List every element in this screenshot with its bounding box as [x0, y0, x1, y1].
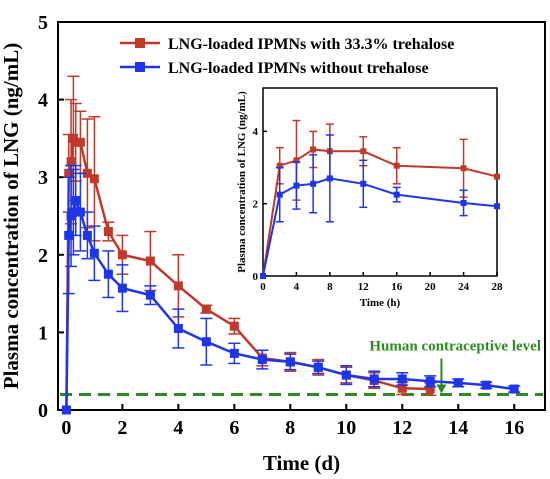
- data-point: [75, 137, 85, 147]
- data-point: [68, 207, 78, 217]
- data-point: [397, 383, 407, 393]
- data-point: [117, 250, 127, 260]
- data-point: [82, 230, 92, 240]
- legend-marker: [135, 38, 145, 48]
- reference-arrow-head: [436, 384, 447, 394]
- y-tick-label: 5: [38, 12, 48, 34]
- data-point: [82, 168, 92, 178]
- x-tick-label: 2: [117, 417, 127, 439]
- y-tick-label: 2: [253, 199, 259, 211]
- data-point: [341, 370, 351, 380]
- x-tick-label: 4: [294, 281, 300, 293]
- data-point: [75, 207, 85, 217]
- data-point: [103, 269, 113, 279]
- x-tick-label: 12: [358, 281, 370, 293]
- x-tick-label: 16: [391, 281, 403, 293]
- reference-line-label: Human contraceptive level: [369, 338, 541, 354]
- y-axis-label: Plasma concentration of LNG (ng/mL): [0, 43, 23, 389]
- data-point: [145, 290, 155, 300]
- data-point: [173, 324, 183, 334]
- data-point: [393, 191, 400, 198]
- data-point: [460, 199, 467, 206]
- x-tick-label: 14: [448, 417, 468, 439]
- data-point: [494, 173, 500, 180]
- data-point: [229, 321, 239, 331]
- plot-frame: [262, 87, 498, 277]
- x-axis-label: Time (d): [263, 451, 340, 475]
- data-point: [481, 380, 491, 390]
- y-tick-label: 4: [38, 90, 48, 112]
- x-tick-label: 10: [336, 417, 356, 439]
- data-point: [257, 355, 267, 365]
- data-point: [89, 174, 99, 184]
- y-tick-label: 1: [38, 322, 48, 344]
- data-point: [229, 348, 239, 358]
- x-tick-label: 0: [61, 417, 71, 439]
- data-point: [64, 230, 74, 240]
- x-tick-label: 4: [173, 417, 183, 439]
- x-tick-label: 16: [504, 417, 524, 439]
- legend-marker: [135, 62, 145, 72]
- x-tick-label: 12: [392, 417, 412, 439]
- y-tick-label: 0: [38, 400, 48, 422]
- data-point: [285, 357, 295, 367]
- x-tick-label: 6: [229, 417, 239, 439]
- x-tick-label: 24: [458, 281, 470, 293]
- x-tick-label: 8: [327, 281, 333, 293]
- data-point: [276, 191, 283, 198]
- legend-label: LNG-loaded IPMNs with 33.3% trehalose: [168, 36, 454, 53]
- data-point: [425, 376, 435, 386]
- data-point: [71, 137, 81, 147]
- data-point: [276, 162, 283, 169]
- y-tick-label: 0: [253, 271, 259, 283]
- data-point: [117, 283, 127, 293]
- data-point: [145, 256, 155, 266]
- y-tick-label: 2: [38, 245, 48, 267]
- data-point: [201, 337, 211, 347]
- data-point: [61, 405, 71, 415]
- data-point: [494, 203, 500, 210]
- data-point: [260, 273, 266, 279]
- data-point: [397, 374, 407, 384]
- data-point: [360, 180, 367, 187]
- data-point: [453, 378, 463, 388]
- data-point: [66, 157, 76, 167]
- data-point: [173, 281, 183, 291]
- legend-label: LNG-loaded IPMNs without trehalose: [168, 60, 429, 77]
- data-point: [310, 146, 317, 153]
- x-tick-label: 28: [492, 281, 504, 293]
- data-point: [313, 362, 323, 372]
- data-point: [310, 180, 317, 187]
- y-axis-label: Plasma concentration of LNG (ng/mL): [236, 91, 248, 273]
- x-axis-label: Time (h): [360, 297, 401, 309]
- data-point: [509, 384, 519, 394]
- data-point: [369, 374, 379, 384]
- data-point: [360, 148, 367, 155]
- legend: LNG-loaded IPMNs with 33.3% trehalose LNG…: [120, 36, 454, 77]
- data-point: [293, 182, 300, 189]
- data-point: [64, 168, 74, 178]
- y-tick-label: 3: [38, 167, 48, 189]
- x-tick-label: 20: [425, 281, 437, 293]
- y-tick-label: 4: [253, 126, 259, 138]
- x-tick-label: 8: [285, 417, 295, 439]
- data-point: [103, 227, 113, 237]
- data-point: [89, 248, 99, 258]
- data-point: [293, 157, 300, 164]
- data-point: [393, 162, 400, 169]
- x-tick-label: 0: [260, 281, 266, 293]
- data-point: [326, 175, 333, 182]
- data-point: [460, 165, 467, 172]
- data-point: [201, 304, 211, 314]
- data-point: [425, 384, 435, 394]
- data-point: [71, 195, 81, 205]
